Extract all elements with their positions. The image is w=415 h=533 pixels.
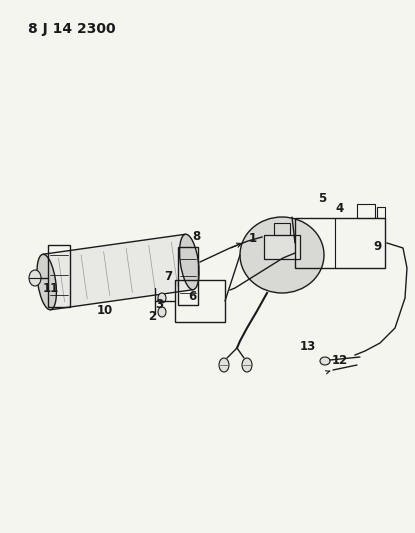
Ellipse shape <box>29 270 41 286</box>
FancyArrowPatch shape <box>325 371 330 374</box>
Text: 10: 10 <box>97 303 113 317</box>
FancyArrowPatch shape <box>81 255 87 299</box>
Bar <box>175 280 225 322</box>
Text: 12: 12 <box>332 354 348 367</box>
Text: 1: 1 <box>249 231 257 245</box>
Ellipse shape <box>320 357 330 365</box>
Bar <box>295 218 385 268</box>
Text: 4: 4 <box>336 201 344 214</box>
Ellipse shape <box>240 217 324 293</box>
Text: 2: 2 <box>148 310 156 322</box>
Ellipse shape <box>219 358 229 372</box>
Text: 5: 5 <box>318 192 326 206</box>
Bar <box>264 235 300 259</box>
FancyArrowPatch shape <box>126 248 132 293</box>
Text: 9: 9 <box>373 240 381 254</box>
Text: 7: 7 <box>164 271 172 284</box>
Bar <box>178 247 198 305</box>
Text: 6: 6 <box>188 289 196 303</box>
FancyArrowPatch shape <box>59 258 65 302</box>
Ellipse shape <box>180 234 199 290</box>
Ellipse shape <box>242 358 252 372</box>
Text: 11: 11 <box>43 282 59 295</box>
Bar <box>274 223 290 235</box>
Ellipse shape <box>37 254 56 310</box>
Ellipse shape <box>158 293 166 303</box>
Bar <box>377 207 385 218</box>
FancyArrowPatch shape <box>104 252 110 296</box>
Text: 8: 8 <box>192 230 200 244</box>
Text: 3: 3 <box>155 298 163 311</box>
Bar <box>357 204 375 218</box>
FancyArrowPatch shape <box>149 245 155 289</box>
FancyBboxPatch shape <box>43 234 193 310</box>
Text: 13: 13 <box>300 341 316 353</box>
Ellipse shape <box>158 307 166 317</box>
FancyArrowPatch shape <box>171 242 178 286</box>
Text: 8 J 14 2300: 8 J 14 2300 <box>28 22 116 36</box>
Bar <box>48 245 70 307</box>
